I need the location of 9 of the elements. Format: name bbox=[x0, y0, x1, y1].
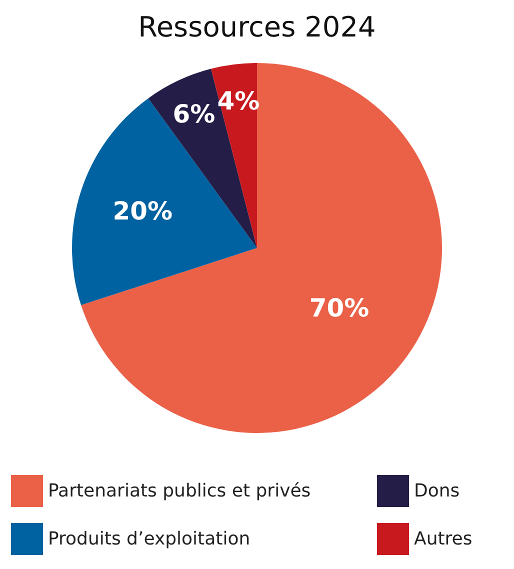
legend-label: Partenariats publics et privés bbox=[48, 480, 311, 502]
legend-label: Produits d’exploitation bbox=[48, 528, 250, 550]
legend-label: Autres bbox=[414, 528, 472, 550]
legend-label: Dons bbox=[414, 480, 460, 502]
data-label: 70% bbox=[309, 293, 370, 322]
data-label: 6% bbox=[172, 100, 216, 129]
data-label: 4% bbox=[217, 86, 260, 116]
data-label: 20% bbox=[112, 196, 173, 226]
chart-title: Ressources 2024 bbox=[138, 10, 376, 44]
